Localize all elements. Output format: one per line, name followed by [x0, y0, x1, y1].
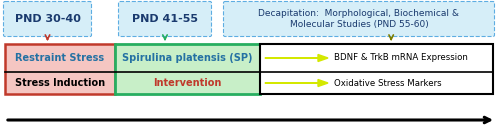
Text: Oxidative Stress Markers: Oxidative Stress Markers — [334, 79, 442, 87]
Bar — [115, 44, 260, 94]
Text: Stress Induction: Stress Induction — [15, 78, 105, 88]
Text: BDNF & TrkB mRNA Expression: BDNF & TrkB mRNA Expression — [334, 54, 468, 63]
Text: Spirulina platensis (SP): Spirulina platensis (SP) — [122, 53, 253, 63]
FancyArrow shape — [265, 54, 328, 61]
Text: PND 30-40: PND 30-40 — [14, 14, 80, 24]
Bar — [5, 44, 115, 94]
Text: PND 41-55: PND 41-55 — [132, 14, 198, 24]
Text: Restraint Stress: Restraint Stress — [16, 53, 104, 63]
Text: Intervention: Intervention — [154, 78, 222, 88]
Bar — [260, 44, 493, 94]
FancyBboxPatch shape — [224, 2, 494, 37]
FancyBboxPatch shape — [118, 2, 212, 37]
FancyArrow shape — [265, 80, 328, 86]
Text: Decapitation:  Morphological, Biochemical &
Molecular Studies (PND 55-60): Decapitation: Morphological, Biochemical… — [258, 9, 460, 29]
FancyBboxPatch shape — [4, 2, 92, 37]
